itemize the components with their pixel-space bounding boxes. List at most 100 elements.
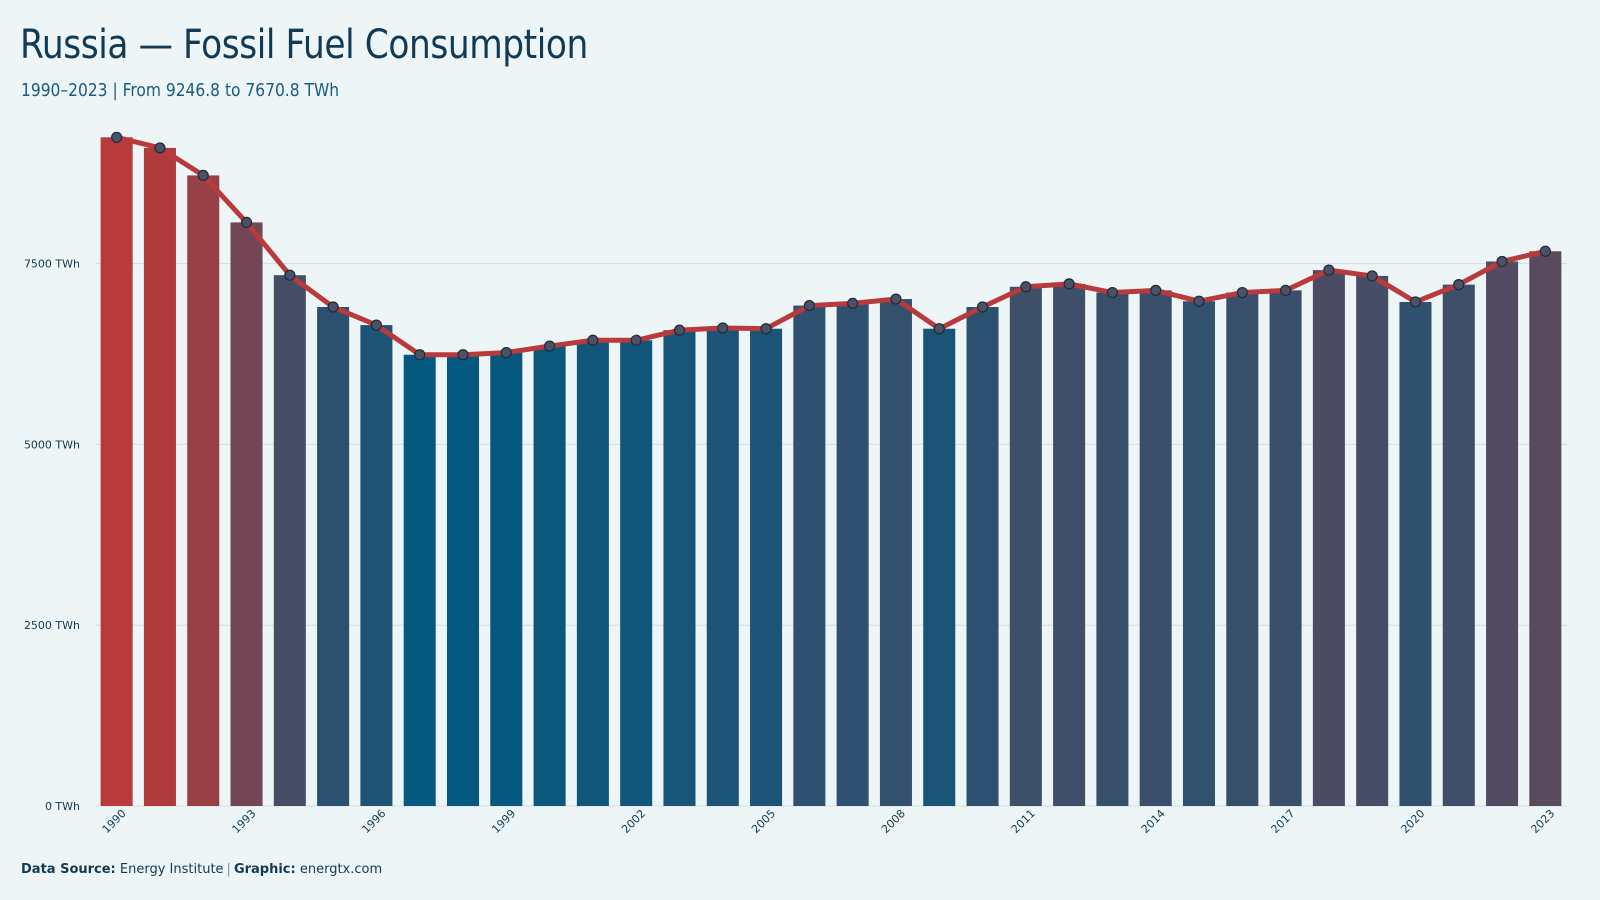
x-tick-label: 1999 bbox=[489, 807, 518, 836]
bar bbox=[317, 307, 350, 806]
bar bbox=[230, 222, 263, 807]
bar bbox=[1356, 275, 1389, 806]
data-point bbox=[1496, 255, 1508, 268]
data-point bbox=[457, 349, 469, 361]
bar bbox=[750, 328, 783, 806]
bar bbox=[446, 354, 480, 806]
data-point bbox=[284, 269, 296, 281]
bar bbox=[403, 354, 436, 806]
bar bbox=[1486, 261, 1519, 806]
x-tick-label: 2008 bbox=[879, 807, 908, 836]
y-tick-label: 7500 TWh bbox=[24, 258, 80, 271]
data-point bbox=[543, 340, 556, 352]
data-point bbox=[890, 293, 902, 305]
bar bbox=[143, 147, 176, 806]
data-point bbox=[847, 297, 859, 310]
bar bbox=[663, 330, 696, 806]
data-point bbox=[1193, 295, 1205, 307]
footer-separator: | bbox=[226, 862, 231, 877]
data-point bbox=[673, 324, 686, 336]
x-tick-label: 1993 bbox=[230, 807, 259, 836]
bar bbox=[1182, 301, 1216, 806]
bar bbox=[706, 327, 739, 806]
data-point bbox=[1366, 270, 1378, 282]
bar bbox=[923, 328, 956, 806]
bar bbox=[100, 137, 133, 806]
data-point bbox=[1063, 278, 1075, 290]
data-point bbox=[933, 323, 945, 335]
data-point bbox=[240, 216, 253, 229]
data-point bbox=[111, 131, 123, 143]
x-tick-label: 2011 bbox=[1009, 807, 1038, 836]
bar bbox=[1312, 270, 1345, 806]
data-point bbox=[1453, 279, 1465, 291]
bar bbox=[1226, 292, 1259, 807]
grid-lines bbox=[95, 263, 1567, 807]
bar bbox=[966, 307, 999, 806]
data-point bbox=[760, 323, 772, 335]
data-point bbox=[414, 349, 426, 361]
data-point bbox=[976, 301, 989, 313]
y-axis-tick-labels: 0 TWh 2500 TWh 5000 TWh 7500 TWh bbox=[24, 258, 80, 813]
bar bbox=[1269, 290, 1302, 806]
bar bbox=[273, 275, 306, 806]
data-point bbox=[1323, 264, 1335, 276]
footer-credits: Data Source: Energy Institute | Graphic: e… bbox=[21, 862, 382, 877]
bar bbox=[1139, 290, 1172, 806]
bar bbox=[490, 352, 523, 806]
trend-line-layer bbox=[114, 134, 1548, 358]
data-point bbox=[1539, 245, 1551, 257]
data-point bbox=[1106, 286, 1119, 299]
bars bbox=[100, 137, 1562, 807]
bar bbox=[1529, 251, 1562, 807]
x-tick-label: 1996 bbox=[359, 807, 388, 836]
data-point bbox=[803, 299, 815, 312]
bar bbox=[620, 340, 653, 806]
x-tick-label: 2002 bbox=[619, 807, 648, 836]
bar bbox=[1053, 283, 1086, 806]
bar bbox=[1442, 284, 1475, 806]
data-point bbox=[1236, 286, 1248, 299]
x-axis-tick-labels: 1990 1993 1996 1999 2002 2005 2008 2011 2014 2017… bbox=[100, 807, 1558, 836]
bar bbox=[793, 305, 826, 806]
chart-subtitle: 1990–2023 | From 9246.8 to 7670.8 TWh bbox=[21, 80, 340, 101]
y-tick-label: 2500 TWh bbox=[24, 619, 80, 632]
data-point bbox=[630, 334, 642, 346]
bar bbox=[576, 340, 609, 806]
data-point bbox=[327, 301, 339, 313]
data-point bbox=[1020, 281, 1032, 293]
data-point bbox=[370, 319, 383, 331]
footer-source-value: Energy Institute bbox=[119, 862, 224, 877]
data-point bbox=[1409, 296, 1422, 308]
data-point bbox=[197, 169, 209, 182]
bar bbox=[1009, 286, 1042, 806]
footer-graphic-label: Graphic: bbox=[233, 862, 296, 877]
bar bbox=[187, 175, 220, 806]
bar bbox=[533, 346, 566, 806]
trend-line bbox=[114, 134, 1548, 358]
data-points bbox=[111, 131, 1551, 361]
bar bbox=[1096, 292, 1129, 807]
data-point bbox=[1279, 284, 1292, 296]
footer-source-label: Data Source: bbox=[21, 862, 116, 877]
bar bbox=[836, 303, 869, 806]
footer-graphic-value: energtx.com bbox=[299, 862, 383, 877]
bar bbox=[879, 299, 912, 806]
data-point bbox=[1150, 284, 1162, 296]
data-point bbox=[500, 346, 512, 359]
data-point bbox=[717, 322, 729, 334]
x-tick-label: 2014 bbox=[1139, 807, 1168, 836]
data-point bbox=[154, 142, 166, 154]
x-tick-label: 2020 bbox=[1399, 807, 1428, 836]
bar bbox=[360, 325, 393, 806]
x-tick-label: 2017 bbox=[1269, 807, 1298, 836]
bar bbox=[1399, 301, 1432, 806]
y-tick-label: 0 TWh bbox=[45, 800, 80, 813]
x-tick-label: 2023 bbox=[1528, 807, 1557, 836]
data-point bbox=[587, 334, 599, 346]
y-tick-label: 5000 TWh bbox=[24, 438, 80, 451]
x-tick-label: 1990 bbox=[100, 807, 129, 836]
chart-title: Russia — Fossil Fuel Consumption bbox=[20, 22, 588, 68]
x-tick-label: 2005 bbox=[749, 807, 778, 836]
